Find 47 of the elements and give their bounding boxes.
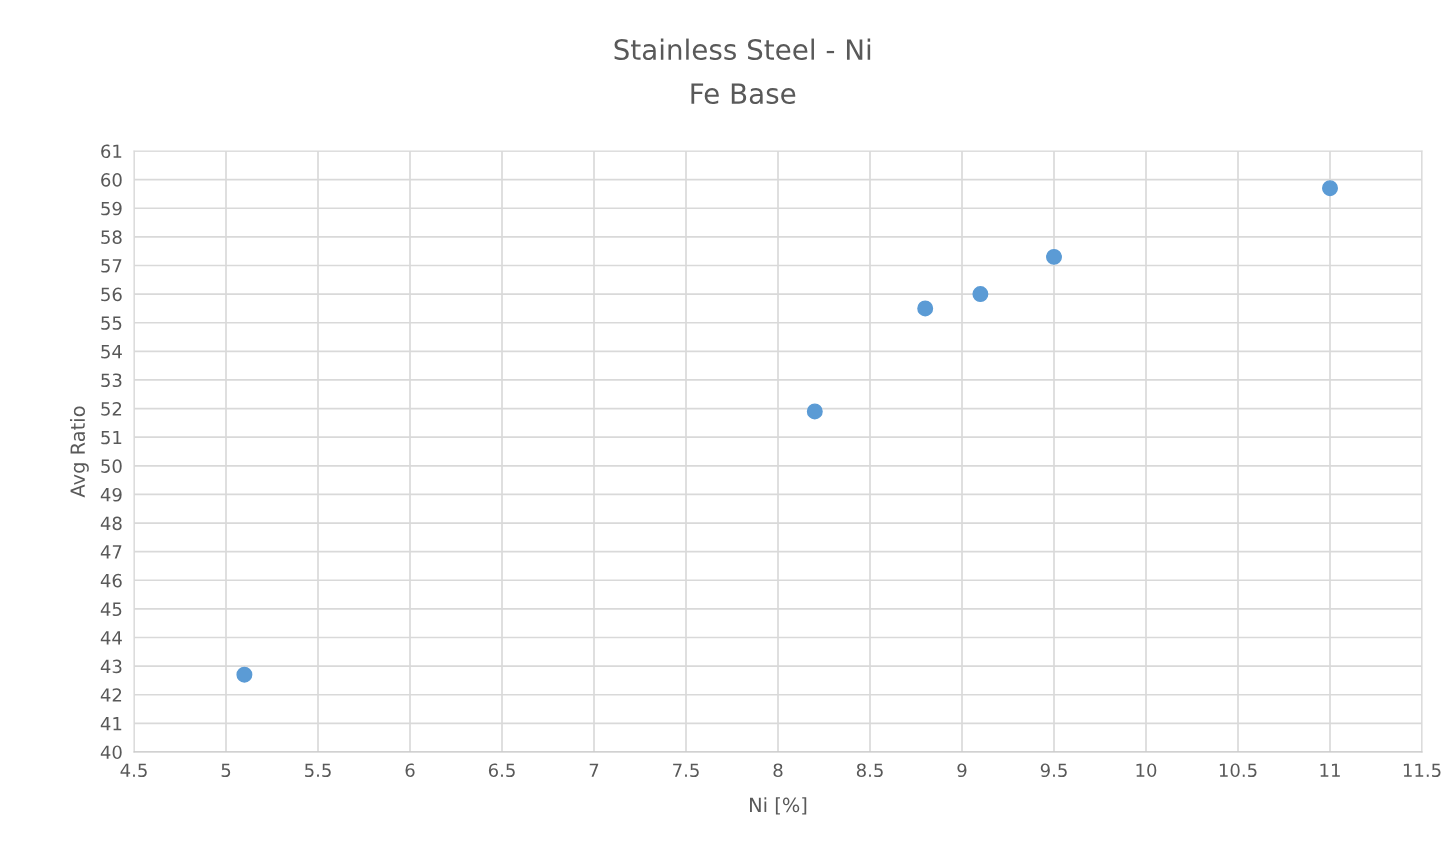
y-tick-label: 56	[101, 287, 122, 302]
point	[972, 286, 989, 303]
x-tick-label: 9.5	[1040, 763, 1067, 778]
y-tick-label: 61	[101, 144, 122, 159]
y-tick-label: 49	[100, 487, 122, 502]
y-tick-label: 40	[100, 745, 122, 760]
y-tick-label: 55	[101, 316, 122, 330]
chart-title: Stainless Steel - Ni	[614, 38, 871, 61]
x-tick-label: 9	[957, 763, 967, 778]
x-tick-label: 8.5	[856, 763, 883, 778]
x-tick-label: 7.5	[673, 763, 699, 778]
x-tick-label: 11.5	[1403, 763, 1441, 778]
point	[806, 403, 823, 420]
chart-subtitle: Fe Base	[691, 83, 796, 105]
y-tick-label: 53	[101, 373, 122, 388]
x-tick-label: 10	[1136, 763, 1157, 778]
x-tick-label: 4.5	[120, 763, 147, 778]
y-axis-title: Avg Ratio	[69, 406, 89, 498]
x-tick-label: 6.5	[488, 763, 515, 778]
x-tick-label: 8	[773, 763, 783, 778]
point	[236, 666, 253, 683]
y-tick-label: 42	[100, 688, 122, 702]
y-tick-label: 47	[100, 545, 122, 559]
x-tick-label: 7	[589, 763, 599, 777]
point	[1322, 180, 1338, 197]
y-tick-label: 41	[100, 717, 122, 731]
y-tick-label: 50	[101, 459, 122, 473]
y-tick-label: 57	[101, 259, 122, 273]
point	[917, 300, 934, 317]
x-tick-label: 5	[221, 763, 231, 778]
y-tick-label: 44	[100, 631, 122, 645]
y-tick-label: 43	[100, 659, 122, 674]
x-tick-label: 5.5	[305, 763, 331, 778]
y-tick-label: 52	[101, 402, 122, 416]
x-tick-label: 6	[405, 763, 415, 778]
y-tick-label: 59	[101, 201, 122, 216]
y-tick-label: 51	[101, 430, 122, 445]
y-tick-label: 60	[101, 173, 122, 187]
y-tick-label: 45	[100, 602, 122, 617]
x-tick-label: 10.5	[1219, 763, 1257, 778]
x-tick-label: 11	[1320, 763, 1340, 777]
y-tick-label: 48	[100, 516, 122, 531]
y-tick-label: 46	[100, 573, 122, 588]
y-tick-label: 58	[101, 230, 122, 244]
x-axis-title: Ni [%]	[750, 797, 807, 815]
point	[1046, 248, 1062, 265]
y-tick-label: 54	[101, 345, 122, 359]
